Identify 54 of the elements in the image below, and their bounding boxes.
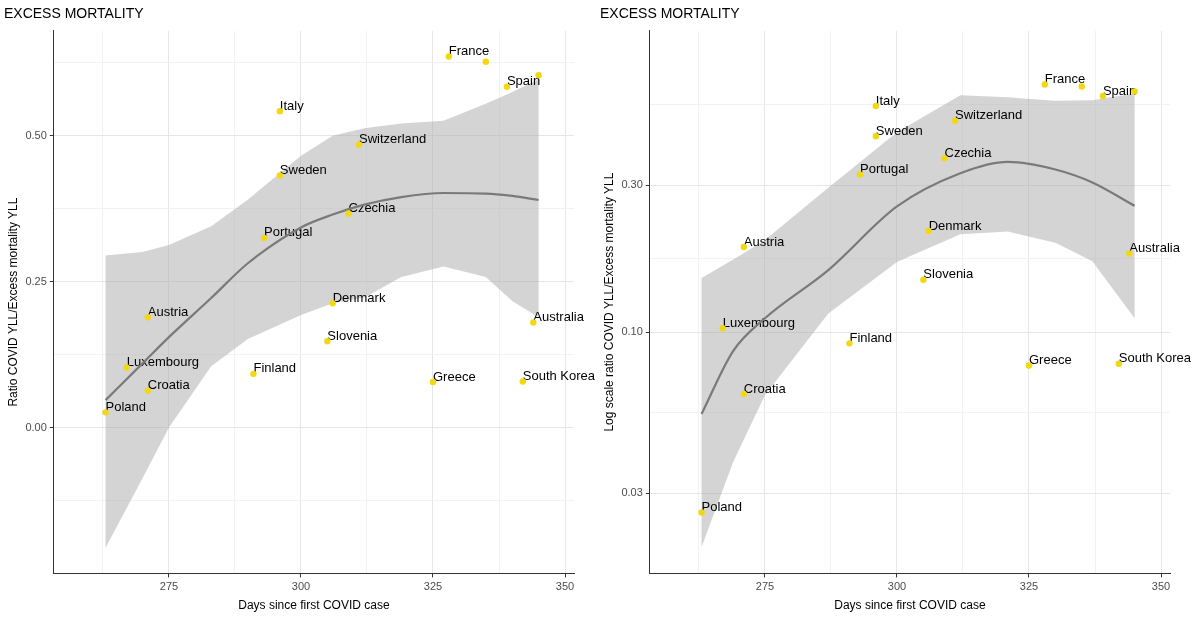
y-tick-label: 0.50 xyxy=(25,128,47,141)
x-tick-label: 350 xyxy=(555,580,575,593)
annotation: Portugal xyxy=(860,160,909,176)
annotation: Australia xyxy=(533,309,585,325)
annotation: Greece xyxy=(1028,352,1072,368)
annotation: Luxembourg xyxy=(126,354,199,370)
y-axis-title: Log scale ratio COVID YLL/Excess mortality YLL xyxy=(601,172,616,432)
x-tick-label: 325 xyxy=(423,580,443,593)
annotation: Spain xyxy=(506,73,541,89)
annotation: Finland xyxy=(253,360,297,376)
annotation: Greece xyxy=(432,368,476,384)
annotation: Italy xyxy=(279,97,305,113)
x-tick-label: 325 xyxy=(1019,580,1039,593)
annotation: Switzerland xyxy=(955,107,1023,123)
annotation: Italy xyxy=(875,92,901,108)
annotation: Poland xyxy=(701,499,743,515)
annotation: Luxembourg xyxy=(722,314,795,330)
annotation: Denmark xyxy=(332,289,386,305)
annotation: France xyxy=(1044,71,1086,87)
annotation: South Korea xyxy=(522,368,596,384)
x-tick-label: 300 xyxy=(887,580,907,593)
annotation: Poland xyxy=(105,398,147,414)
annotation: Australia xyxy=(1129,240,1181,256)
annotation: Spain xyxy=(1102,82,1137,98)
point xyxy=(482,58,490,65)
chart-title: EXCESS MORTALITY xyxy=(4,5,145,22)
annotation: Czechia xyxy=(944,144,993,160)
annotation: Croatia xyxy=(147,377,191,393)
chart-title: EXCESS MORTALITY xyxy=(600,5,741,22)
annotation: Sweden xyxy=(279,162,327,178)
annotation: Denmark xyxy=(928,217,982,233)
annotation: Slovenia xyxy=(327,327,379,343)
x-tick-label: 300 xyxy=(291,580,311,593)
annotation: Slovenia xyxy=(923,266,975,282)
annotation: Finland xyxy=(849,329,893,345)
x-axis-title: Days since first COVID case xyxy=(238,598,390,613)
annotation: France xyxy=(448,43,490,59)
x-tick-label: 350 xyxy=(1151,580,1171,593)
annotation: Switzerland xyxy=(359,131,427,147)
y-tick-label: 0.30 xyxy=(621,178,643,191)
y-tick-label: 0.00 xyxy=(25,420,47,433)
y-tick-label: 0.03 xyxy=(621,486,643,499)
annotation: Croatia xyxy=(743,380,787,396)
annotation: South Korea xyxy=(1118,350,1192,366)
x-tick-label: 275 xyxy=(159,580,179,593)
point xyxy=(1078,83,1086,90)
y-tick-label: 0.10 xyxy=(621,325,643,338)
x-axis-title: Days since first COVID case xyxy=(834,598,986,613)
annotation: Sweden xyxy=(875,122,923,138)
y-axis-title: Ratio COVID YLL/Excess mortality YLL xyxy=(5,197,20,407)
y-tick-label: 0.25 xyxy=(25,274,47,287)
annotation: Austria xyxy=(743,233,786,249)
annotation: Austria xyxy=(147,303,190,319)
x-tick-label: 275 xyxy=(755,580,775,593)
